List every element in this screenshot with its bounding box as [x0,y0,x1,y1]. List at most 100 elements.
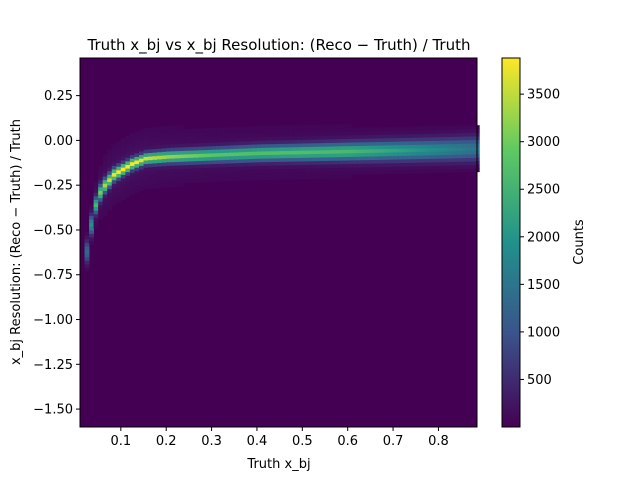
heatmap-cell [266,133,271,138]
heatmap-cell [107,167,113,172]
heatmap-cell [125,143,131,148]
heatmap-cell [306,135,312,140]
heatmap-cell [148,156,153,161]
heatmap-cell [415,169,421,174]
heatmap-cell [338,142,344,147]
heatmap-cell [120,192,126,197]
heatmap-cell [397,155,403,160]
heatmap-cell [211,163,217,168]
heatmap-cell [347,170,353,175]
heatmap-cell [148,159,153,164]
heatmap-cell [211,167,217,172]
heatmap-cell [306,157,312,162]
heatmap-cell [270,140,276,145]
heatmap-cell [102,176,108,181]
heatmap-cell [279,143,285,148]
heatmap-cell [365,156,371,161]
heatmap-cell [252,172,258,177]
heatmap-cell [148,127,153,132]
heatmap-cell [433,161,439,166]
heatmap-cell [107,206,113,211]
heatmap-cell [138,143,144,148]
heatmap-cell [411,169,417,174]
heatmap-cell [429,158,435,163]
heatmap-cell [116,191,122,196]
heatmap-cell [465,139,471,144]
heatmap-cell [406,148,412,153]
heatmap-cell [429,129,435,134]
heatmap-cell [284,161,290,166]
heatmap-cell [279,165,285,170]
heatmap-cell [461,168,467,173]
heatmap-cell [138,161,144,166]
heatmap-cell [134,142,140,147]
heatmap-cell [179,179,185,184]
heatmap-cell [275,172,281,177]
heatmap-cell [347,149,353,154]
heatmap-cell [356,152,362,157]
heatmap-cell [279,132,285,137]
heatmap-cell [438,129,444,134]
heatmap-cell [293,150,299,155]
heatmap-cell [334,128,340,133]
heatmap-cell [343,135,349,140]
heatmap-cell [111,186,117,191]
heatmap-cell [247,133,253,138]
heatmap-cell [302,135,308,140]
heatmap-cell [275,157,281,162]
heatmap-cell [411,155,417,160]
heatmap-cell [107,174,113,179]
heatmap-cell [343,142,349,147]
heatmap-cell [216,142,222,146]
heatmap-cell [279,129,285,134]
heatmap-cell [452,161,457,166]
heatmap-cell [161,140,167,145]
heatmap-cell [193,139,199,144]
heatmap-cell [179,132,185,137]
heatmap-cell [288,161,294,166]
heatmap-cell [270,165,276,170]
heatmap-cell [238,144,244,149]
heatmap-cell [442,161,448,166]
heatmap-cell [465,150,471,155]
heatmap-cell [125,189,131,194]
heatmap-cell [157,166,163,171]
heatmap-cell [148,141,153,146]
heatmap-cell [125,164,131,169]
heatmap-cell [388,155,394,160]
heatmap-cell [202,131,208,136]
heatmap-cell [143,181,149,186]
heatmap-cell [442,133,448,138]
heatmap-cell [315,153,321,158]
heatmap-cell [406,130,412,135]
heatmap-cell [175,161,181,166]
heatmap-cell [207,145,212,150]
heatmap-cell [266,165,271,170]
heatmap-cell [329,171,335,176]
heatmap-cell [148,152,153,157]
heatmap-cell [170,125,176,130]
heatmap-cell [166,176,172,181]
heatmap-cell [356,145,362,150]
heatmap-cell [111,154,117,159]
heatmap-cell [261,161,267,166]
heatmap-cell [293,136,299,141]
heatmap-cell [157,184,163,189]
heatmap-cell [157,159,163,164]
heatmap-cell [229,145,235,150]
heatmap-cell [98,165,104,170]
heatmap-cell [93,210,99,215]
heatmap-cell [334,167,340,172]
heatmap-cell [420,137,426,142]
heatmap-cell [229,155,235,160]
heatmap-cell [429,165,435,170]
heatmap-cell [202,156,208,161]
heatmap-cell [252,151,258,156]
heatmap-cell [402,141,408,146]
heatmap-cell [420,169,426,174]
heatmap-cell [461,154,467,159]
heatmap-cell [170,179,176,184]
heatmap-cell [279,147,285,152]
heatmap-cell [152,137,158,142]
heatmap-cell [452,165,457,170]
